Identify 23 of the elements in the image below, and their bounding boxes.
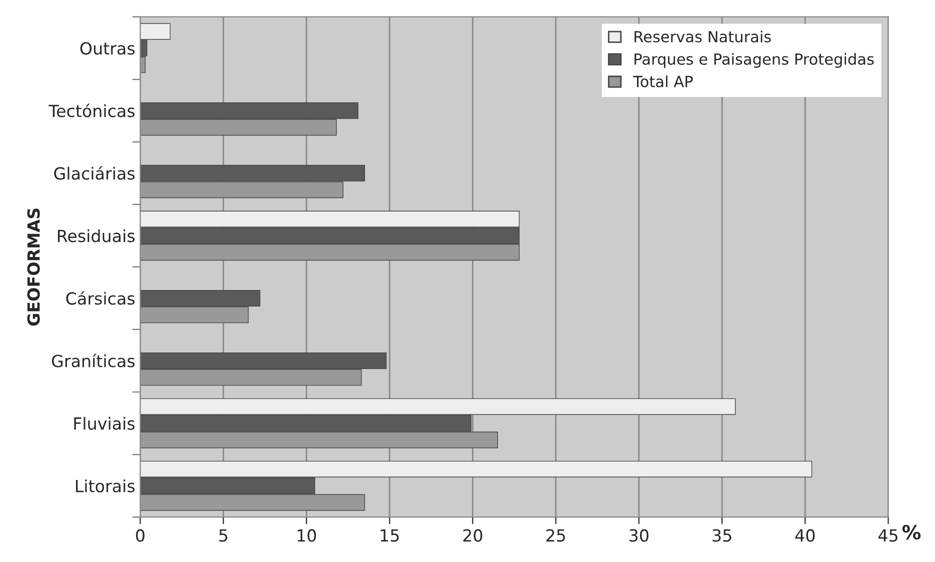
x-tick-label: 45 [878,529,898,542]
y-tick-label: Glaciárias [54,166,135,180]
x-tick-label: 30 [630,529,648,542]
legend-label: Reservas Naturais [634,30,771,42]
y-tick-label: Litorais [76,479,135,492]
x-tick-label: 10 [298,529,316,542]
y-axis-title: GEOFORMAS [27,208,40,326]
y-tick-label: Cársicas [66,291,135,305]
x-tick-label: 0 [136,529,144,542]
legend-label: Total AP [633,75,693,88]
y-tick-label: Fluviais [74,416,135,430]
x-tick-label: 20 [463,529,482,542]
x-axis-title: % [902,524,921,540]
x-tick-label: 25 [546,529,565,542]
y-tick-label: Graníticas [52,354,135,368]
x-tick-label: 35 [712,529,732,542]
x-tick-label: 40 [795,529,815,542]
x-tick-label: 5 [219,529,228,542]
y-tick-label: Residuais [58,229,135,242]
legend-label: Parques e Paisagens Protegidas [634,53,874,68]
y-tick-label: Outras [80,42,135,55]
y-tick-label: Tectónicas [48,104,135,118]
x-tick-label: 15 [380,529,399,542]
